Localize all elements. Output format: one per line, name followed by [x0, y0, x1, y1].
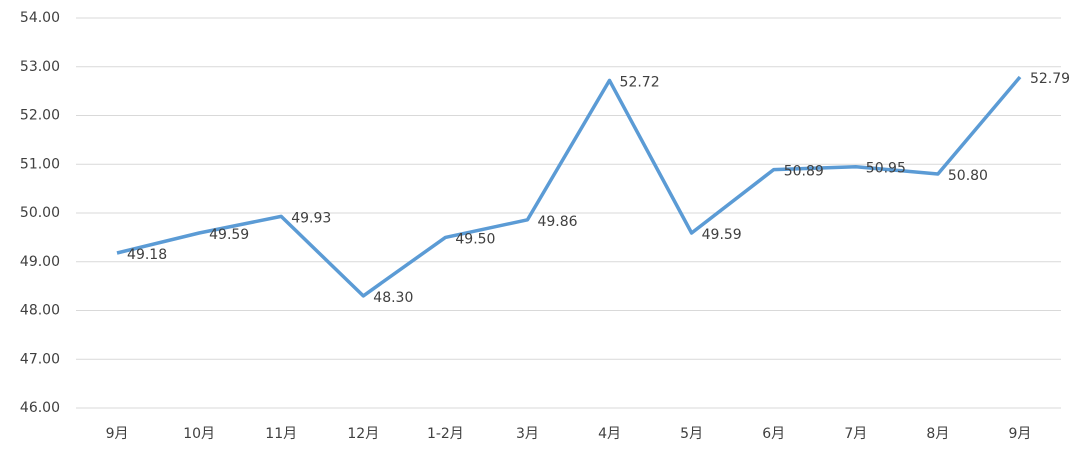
data-label: 52.72 — [620, 74, 660, 90]
data-label: 52.79 — [1030, 71, 1070, 87]
y-tick-label: 52.00 — [20, 108, 60, 124]
data-label: 49.86 — [537, 214, 577, 230]
data-label: 50.95 — [866, 161, 906, 177]
data-line — [116, 75, 1022, 298]
y-tick-label: 46.00 — [20, 400, 60, 416]
y-tick-label: 51.00 — [20, 156, 60, 172]
x-tick-label: 1-2月 — [427, 426, 464, 442]
y-tick-label: 47.00 — [20, 351, 60, 367]
x-tick-label: 9月 — [1008, 426, 1031, 442]
y-tick-label: 54.00 — [20, 10, 60, 26]
y-tick-label: 50.00 — [20, 205, 60, 221]
x-tick-label: 11月 — [265, 426, 297, 442]
x-tick-label: 12月 — [347, 426, 379, 442]
y-tick-label: 53.00 — [20, 59, 60, 75]
data-label: 49.59 — [702, 227, 742, 243]
x-tick-label: 7月 — [844, 426, 867, 442]
x-tick-label: 9月 — [106, 426, 129, 442]
data-label: 49.18 — [127, 247, 167, 263]
data-label: 49.59 — [209, 227, 249, 243]
data-label: 48.30 — [373, 290, 413, 306]
data-label: 50.80 — [948, 168, 988, 184]
data-label: 49.93 — [291, 210, 331, 226]
x-tick-label: 6月 — [762, 426, 785, 442]
x-tick-label: 4月 — [598, 426, 621, 442]
x-tick-label: 5月 — [680, 426, 703, 442]
x-tick-label: 8月 — [926, 426, 949, 442]
y-tick-label: 49.00 — [20, 254, 60, 270]
y-tick-label: 48.00 — [20, 303, 60, 319]
data-label: 50.89 — [784, 164, 824, 180]
x-tick-label: 3月 — [516, 426, 539, 442]
data-label: 49.50 — [455, 231, 495, 247]
x-tick-label: 10月 — [183, 426, 215, 442]
